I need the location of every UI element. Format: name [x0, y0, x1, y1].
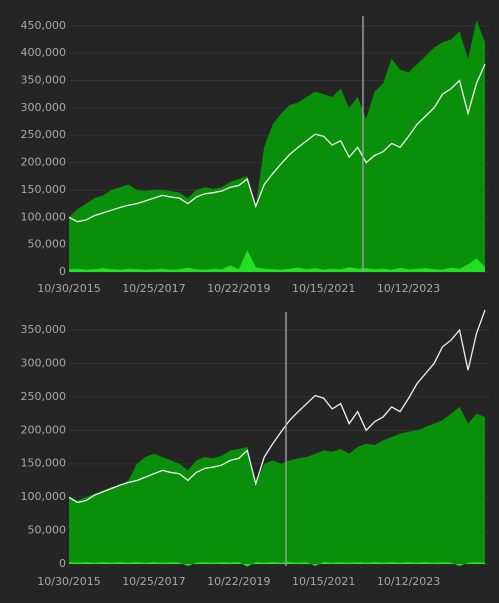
x-tick-label: 10/25/2017 [122, 575, 185, 588]
y-tick-label: 50,000 [28, 524, 67, 537]
y-tick-label: 450,000 [21, 19, 67, 32]
y-tick-label: 150,000 [21, 457, 67, 470]
x-tick-label: 10/12/2023 [377, 282, 440, 295]
y-tick-label: 0 [59, 557, 66, 570]
top-panel: 0 50,000 100,000 150,000 200,000 250,000 300,0… [21, 19, 489, 295]
y-tick-label: 100,000 [21, 210, 67, 223]
line [68, 309, 486, 504]
y-tick-label: 350,000 [21, 74, 67, 87]
x-tick-label: 10/22/2019 [207, 575, 270, 588]
y-tick-label: 50,000 [28, 238, 67, 251]
x-tick-label: 10/25/2017 [122, 282, 185, 295]
area [69, 561, 485, 567]
y-tick-label: 300,000 [21, 356, 67, 369]
y-tick-label: 200,000 [21, 423, 67, 436]
area [69, 250, 485, 272]
y-tick-label: 0 [59, 265, 66, 278]
x-tick-label: 10/12/2023 [377, 575, 440, 588]
y-tick-label: 100,000 [21, 490, 67, 503]
y-tick-label: 300,000 [21, 101, 67, 114]
y-tick-label: 400,000 [21, 46, 67, 59]
x-tick-label: 10/15/2021 [292, 575, 355, 588]
area [69, 406, 485, 564]
bottom-panel: 0 50,000 100,000 150,000 200,000 250,000 300,0… [21, 309, 489, 588]
y-tick-label: 350,000 [21, 323, 67, 336]
y-tick-label: 200,000 [21, 156, 67, 169]
y-tick-label: 250,000 [21, 390, 67, 403]
area [69, 20, 485, 272]
line [68, 63, 486, 223]
x-tick-label: 10/15/2021 [292, 282, 355, 295]
y-tick-label: 250,000 [21, 128, 67, 141]
x-tick-label: 10/22/2019 [207, 282, 270, 295]
x-tick-label: 10/30/2015 [37, 575, 100, 588]
x-tick-label: 10/30/2015 [37, 282, 100, 295]
y-tick-label: 150,000 [21, 183, 67, 196]
